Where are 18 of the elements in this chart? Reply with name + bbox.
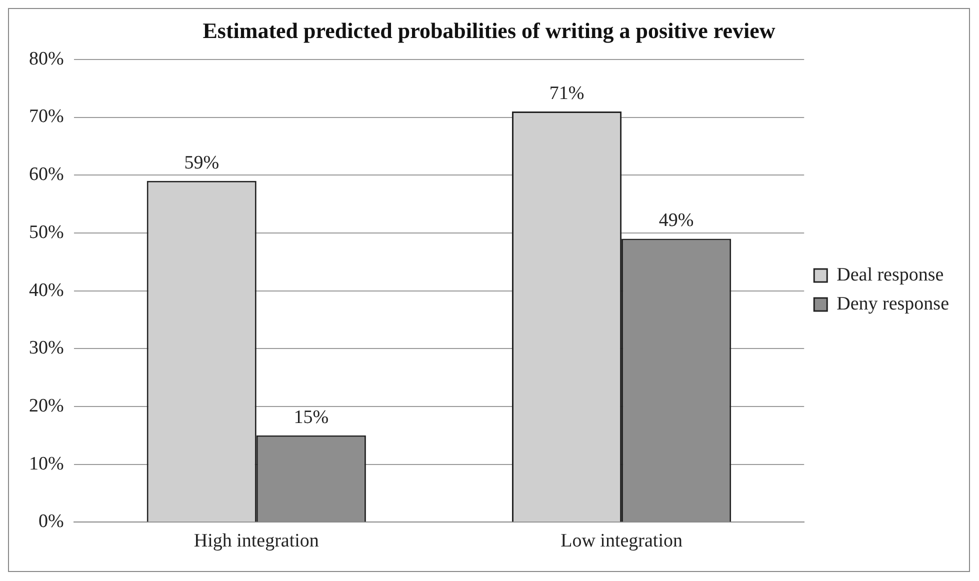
y-tick-label: 30% (29, 338, 64, 359)
y-tick-label: 70% (29, 106, 64, 128)
y-tick-label: 20% (29, 395, 64, 416)
x-tick-label: High integration (194, 530, 320, 552)
y-tick-label: 50% (29, 222, 64, 243)
chart-title: Estimated predicted probabilities of writing a positive review (202, 18, 776, 43)
y-tick-label: 60% (29, 164, 64, 186)
y-tick-label: 10% (29, 453, 64, 474)
y-tick-label: 80% (29, 48, 64, 70)
data-label: 15% (294, 406, 329, 428)
legend-label: Deny response (836, 293, 950, 314)
x-tick-label: Low integration (560, 530, 683, 552)
y-tick-label: 40% (29, 280, 64, 301)
legend-label: Deal response (836, 264, 944, 286)
data-label: 49% (658, 210, 694, 232)
y-tick-label: 0% (38, 511, 64, 532)
data-label: 59% (184, 152, 220, 174)
data-label: 71% (549, 82, 584, 104)
